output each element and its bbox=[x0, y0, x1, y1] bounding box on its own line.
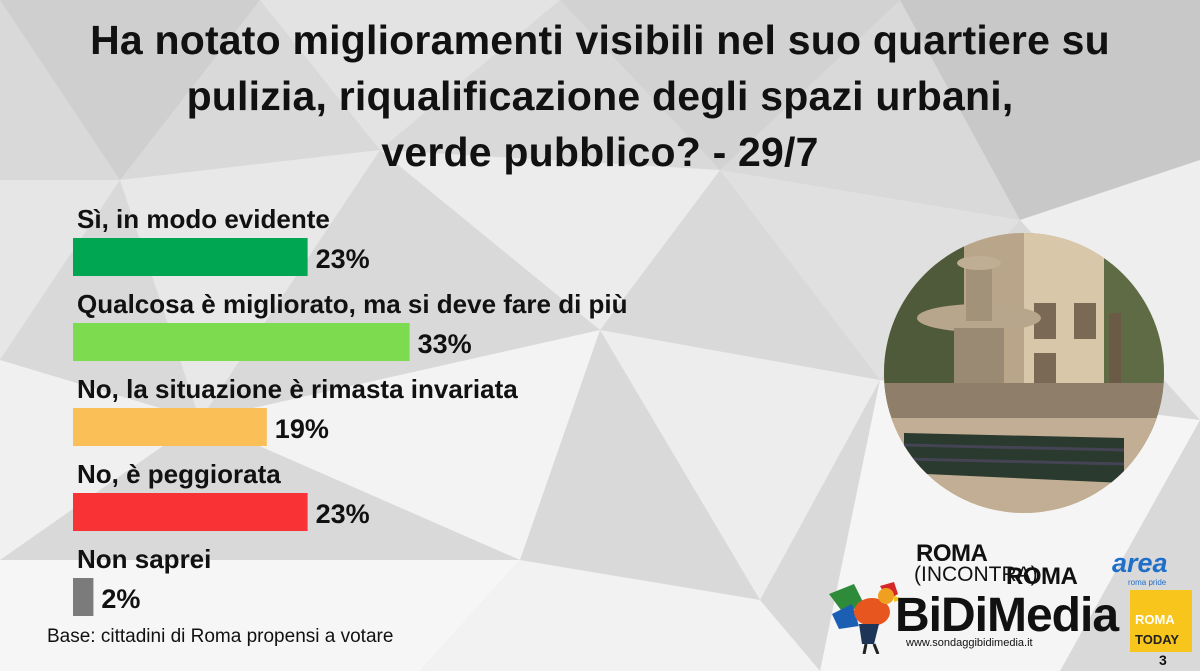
park-fountain-photo bbox=[884, 233, 1164, 513]
page-number: 3 bbox=[1159, 652, 1167, 668]
romatoday-logo: ROMA TODAY bbox=[1130, 590, 1192, 652]
bar bbox=[73, 408, 267, 446]
chart-title: Ha notato miglioramenti visibili nel suo… bbox=[0, 12, 1200, 180]
data-label: 23% bbox=[316, 499, 370, 529]
rooster-logo-icon bbox=[829, 582, 904, 654]
title-line-1: Ha notato miglioramenti visibili nel suo… bbox=[90, 17, 1110, 63]
bar-chart: Sì, in modo evidente 23% Qualcosa è miglio… bbox=[73, 204, 628, 616]
bar bbox=[73, 578, 94, 616]
bidimedia-logo: BiDiMedia bbox=[895, 589, 1119, 642]
bar bbox=[73, 238, 308, 276]
bar bbox=[73, 493, 308, 531]
category-label: Sì, in modo evidente bbox=[77, 204, 330, 234]
data-label: 33% bbox=[418, 329, 472, 359]
area-logo-sub: roma pride bbox=[1128, 578, 1167, 587]
title-line-3: verde pubblico? - 29/7 bbox=[381, 129, 819, 175]
category-label: Qualcosa è migliorato, ma si deve fare d… bbox=[77, 289, 628, 319]
area-logo: area bbox=[1112, 548, 1168, 578]
title-line-2: pulizia, riqualificazione degli spazi ur… bbox=[186, 73, 1014, 119]
category-label: Non saprei bbox=[77, 544, 211, 574]
roma-incontra-logo-top: ROMA bbox=[916, 540, 988, 567]
romatoday-logo-line-1: ROMA bbox=[1135, 612, 1175, 627]
category-label: No, è peggiorata bbox=[77, 459, 281, 489]
base-note: Base: cittadini di Roma propensi a votar… bbox=[47, 626, 394, 647]
roma-incontra-logo-right: ROMA bbox=[1006, 563, 1078, 590]
category-label: No, la situazione è rimasta invariata bbox=[77, 374, 518, 404]
roma-incontra-logo-mid: (INCONTRA) bbox=[914, 563, 1038, 586]
website-link: www.sondaggibidimedia.it bbox=[906, 637, 1033, 649]
data-label: 19% bbox=[275, 414, 329, 444]
bar bbox=[73, 323, 410, 361]
romatoday-logo-line-2: TODAY bbox=[1135, 632, 1180, 647]
data-label: 2% bbox=[101, 584, 140, 614]
data-label: 23% bbox=[316, 244, 370, 274]
